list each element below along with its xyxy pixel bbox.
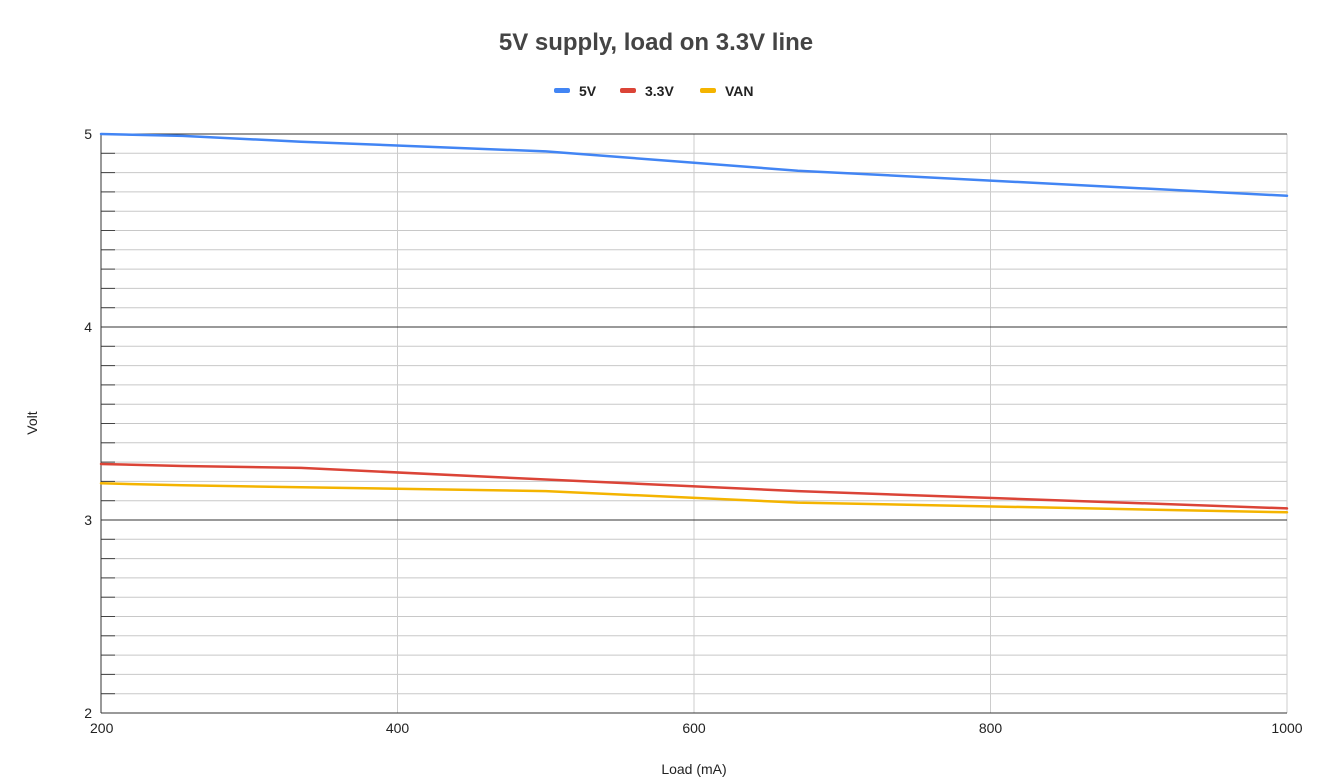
y-axis-title: Volt (24, 411, 40, 434)
legend-swatch (554, 88, 570, 93)
x-tick-label: 600 (682, 720, 706, 736)
y-tick-label: 4 (84, 319, 92, 335)
legend-label: VAN (725, 83, 754, 99)
legend-label: 5V (579, 83, 597, 99)
series-line-5v[interactable] (99, 132, 1289, 198)
legend-swatch (700, 88, 716, 93)
x-tick-label: 200 (90, 720, 114, 736)
x-tick-label: 800 (979, 720, 1003, 736)
legend-item[interactable]: 5V (554, 83, 597, 99)
chart-title: 5V supply, load on 3.3V line (499, 29, 813, 56)
series-line-3-3v[interactable] (99, 462, 1289, 510)
x-tick-label: 1000 (1271, 720, 1302, 736)
legend-swatch (620, 88, 636, 93)
legend-item[interactable]: 3.3V (620, 83, 674, 99)
x-axis-title: Load (mA) (661, 761, 726, 777)
legend-label: 3.3V (645, 83, 674, 99)
y-tick-label: 5 (84, 126, 92, 142)
axes (100, 134, 1287, 714)
legend: 5V 3.3V VAN (554, 83, 754, 99)
x-tick-label: 400 (386, 720, 410, 736)
y-tick-label: 2 (84, 705, 92, 721)
grid-lines (100, 133, 1288, 714)
tick-labels: 2 3 4 5 200 400 600 800 1000 (84, 126, 1303, 736)
y-tick-label: 3 (84, 512, 92, 528)
series-lines (99, 132, 1289, 514)
legend-item[interactable]: VAN (700, 83, 754, 99)
series-line-van[interactable] (99, 482, 1289, 514)
